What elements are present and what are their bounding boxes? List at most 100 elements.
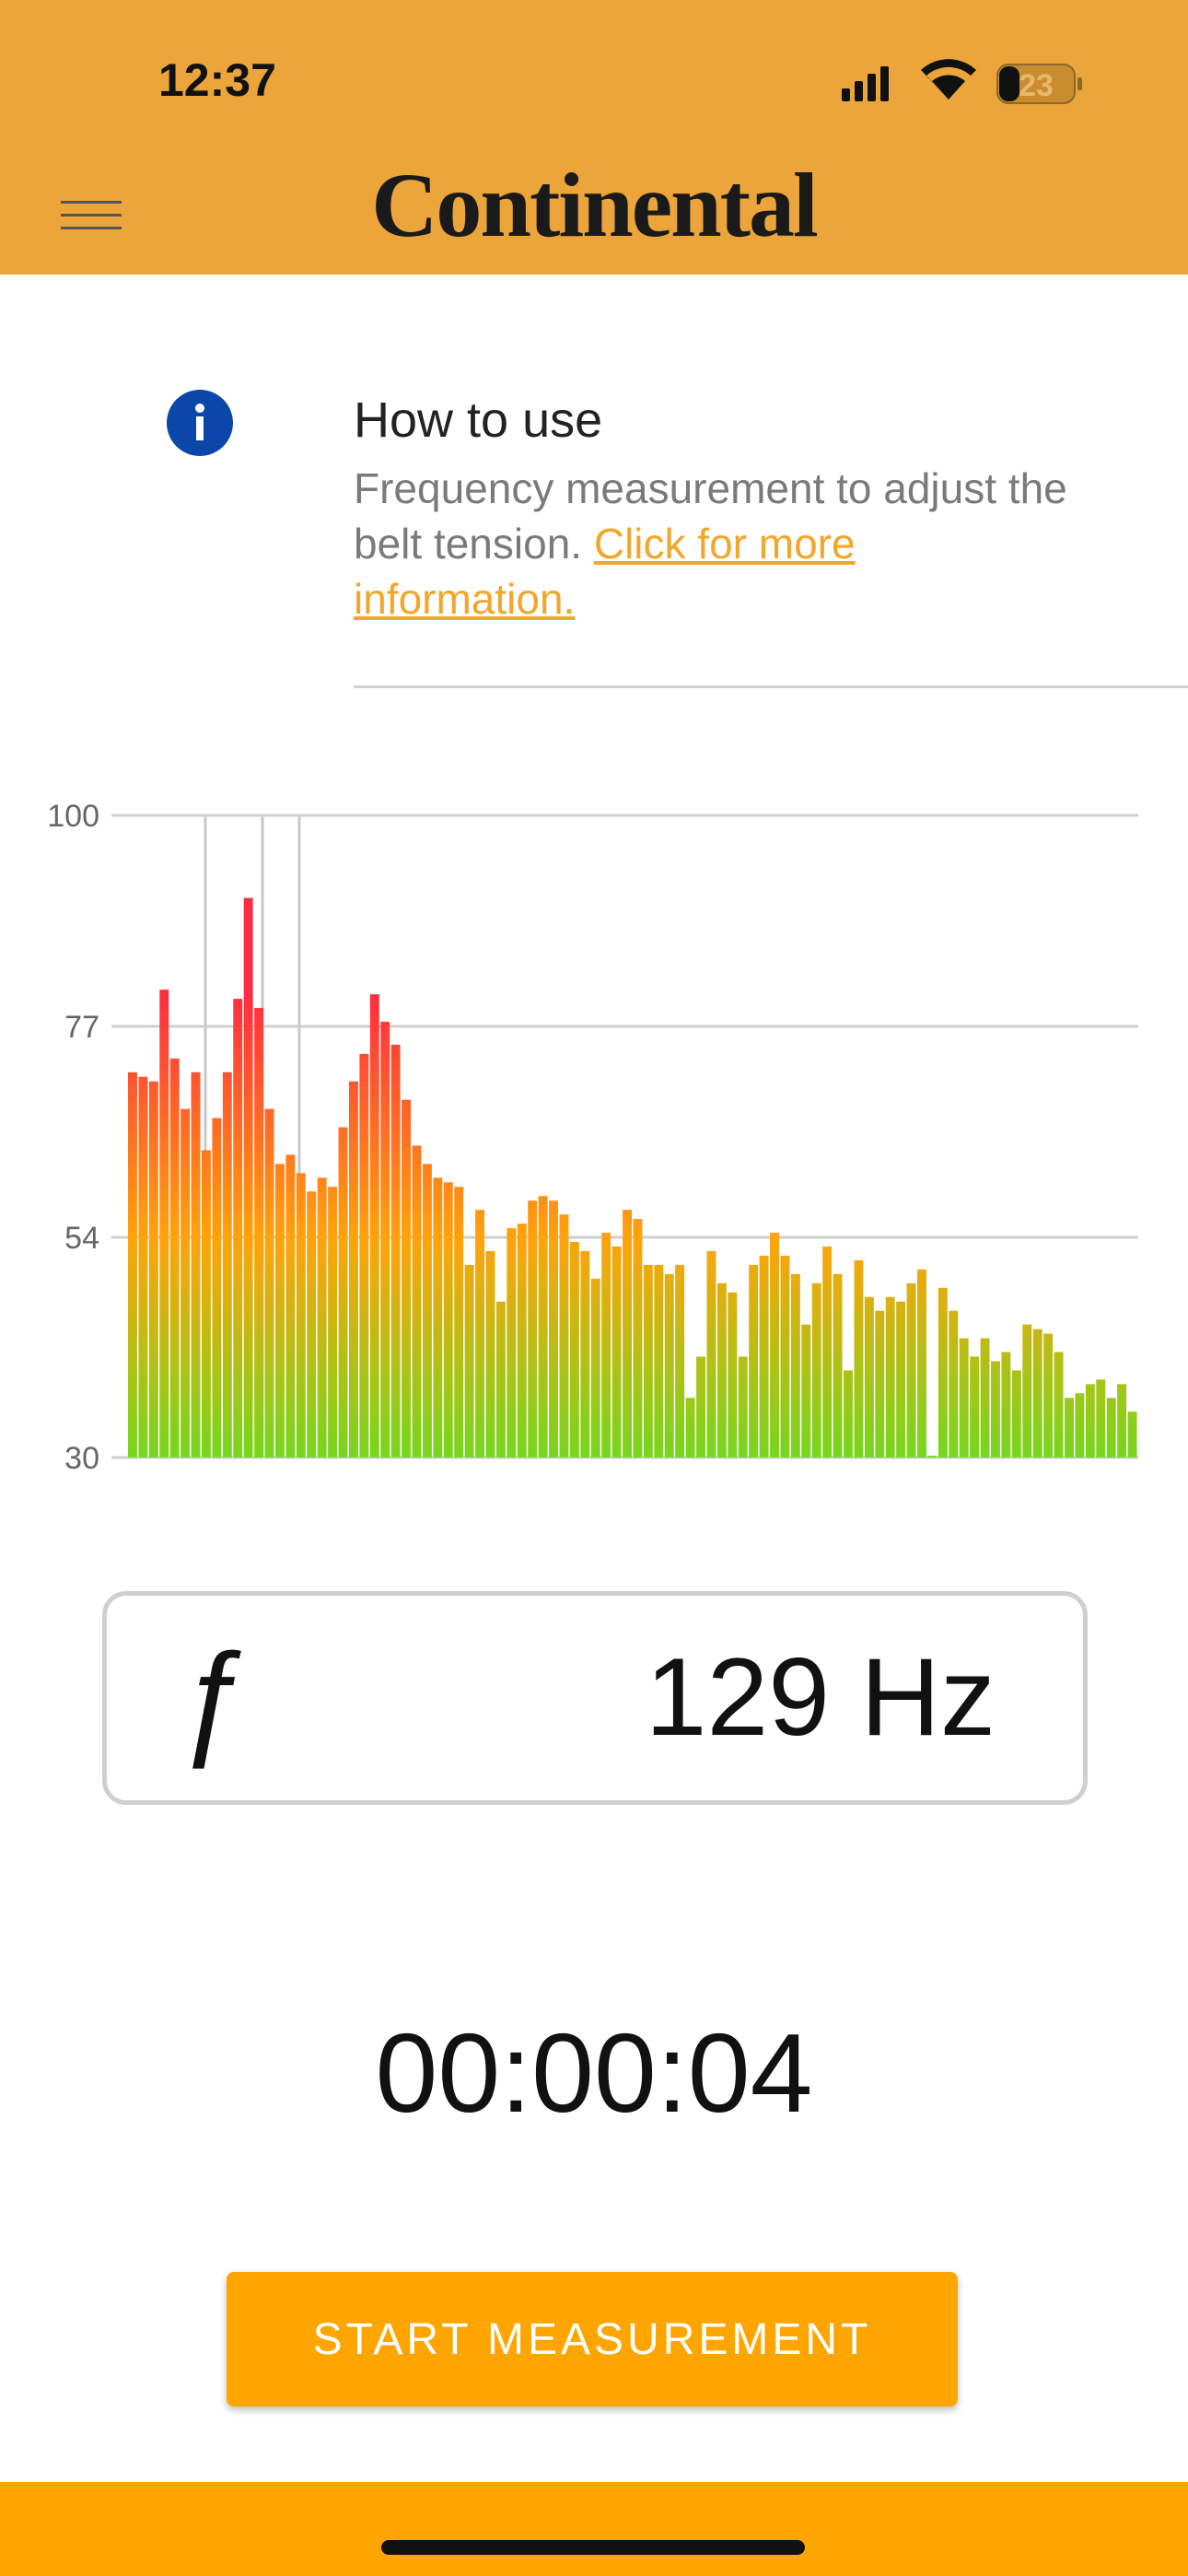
battery-text: 23 [1019, 68, 1054, 103]
bar [475, 1210, 485, 1458]
bar [1022, 1324, 1032, 1458]
start-button[interactable]: START MEASUREMENT [227, 2272, 958, 2406]
bar [264, 1108, 274, 1458]
bar [1011, 1370, 1021, 1458]
bar [927, 1456, 938, 1458]
bar [664, 1273, 674, 1458]
bar [212, 1118, 222, 1458]
y-tick-label: 100 [47, 799, 99, 834]
frequency-value: 129 Hz [645, 1635, 996, 1759]
bar [864, 1296, 874, 1458]
bar [896, 1301, 906, 1458]
bar [317, 1177, 327, 1458]
divider [354, 685, 1188, 688]
bottom-bar [0, 2482, 1188, 2576]
bar [685, 1398, 695, 1458]
bar [138, 1076, 148, 1458]
bar [1065, 1398, 1074, 1458]
home-indicator [381, 2540, 805, 2555]
frequency-box: ƒ 129 Hz [102, 1591, 1088, 1805]
bar [148, 1081, 158, 1458]
bar [485, 1250, 495, 1458]
header-bar [0, 0, 1188, 275]
bar [274, 1164, 285, 1458]
bar [959, 1338, 969, 1458]
bar [1106, 1398, 1116, 1458]
frequency-symbol: ƒ [181, 1624, 252, 1769]
bar [433, 1177, 443, 1458]
wifi-icon [921, 59, 976, 100]
y-tick-label: 54 [64, 1221, 99, 1256]
signal-bar [855, 81, 863, 101]
bar [790, 1273, 800, 1458]
bar [390, 1044, 401, 1458]
bar [728, 1292, 738, 1458]
menu-button[interactable] [61, 197, 123, 234]
info-icon [167, 390, 233, 456]
bar [938, 1287, 948, 1458]
bar [654, 1264, 664, 1458]
bar [380, 1022, 390, 1458]
info-description: Frequency measurement to adjust the belt… [354, 464, 1067, 568]
bar [464, 1264, 474, 1458]
bar [128, 1071, 137, 1458]
bar [780, 1255, 790, 1458]
bar [601, 1233, 611, 1458]
bar [854, 1259, 864, 1458]
bar [233, 999, 243, 1458]
bar [559, 1214, 569, 1458]
bar [222, 1071, 232, 1458]
bar [338, 1127, 348, 1458]
bar [949, 1310, 959, 1458]
bar [738, 1356, 748, 1458]
bar [833, 1273, 843, 1458]
chart: 30 54 77 100 [47, 799, 1138, 1476]
bar [675, 1264, 685, 1458]
bar [1085, 1384, 1095, 1458]
bar [844, 1370, 853, 1458]
status-icons: 23 [842, 59, 1082, 104]
y-tick-label: 30 [64, 1441, 99, 1476]
bar [328, 1187, 338, 1458]
bar [917, 1269, 926, 1458]
bar [285, 1154, 296, 1458]
bar [201, 1150, 211, 1458]
bar [159, 989, 169, 1458]
bar [1075, 1393, 1085, 1458]
bar [980, 1338, 990, 1458]
bar [538, 1196, 548, 1458]
bar [590, 1278, 600, 1458]
battery-tip [1077, 77, 1082, 90]
bar [495, 1301, 506, 1458]
signal-bar [880, 66, 889, 101]
bar [801, 1324, 811, 1458]
bar [359, 1053, 369, 1458]
bar [169, 1058, 180, 1458]
bar [770, 1233, 779, 1458]
bar [749, 1264, 759, 1458]
bar [633, 1219, 643, 1458]
bar [716, 1282, 727, 1458]
bar [254, 1008, 264, 1458]
bar [296, 1173, 306, 1458]
bar [1127, 1411, 1137, 1458]
bar [706, 1250, 716, 1458]
status-time: 12:37 [158, 54, 276, 106]
bar [580, 1250, 590, 1458]
bar [517, 1224, 527, 1458]
bar [307, 1191, 317, 1458]
bar [611, 1246, 622, 1458]
battery-level [999, 66, 1019, 101]
bar [906, 1282, 916, 1458]
bar [1096, 1379, 1106, 1458]
bar [1117, 1384, 1127, 1458]
bar [348, 1081, 358, 1458]
bar [412, 1145, 422, 1458]
bar [885, 1296, 895, 1458]
bar [549, 1200, 559, 1458]
bar [181, 1108, 191, 1458]
bar [811, 1282, 821, 1458]
info-link[interactable]: Click for more information. [354, 520, 856, 623]
bar [369, 994, 379, 1458]
